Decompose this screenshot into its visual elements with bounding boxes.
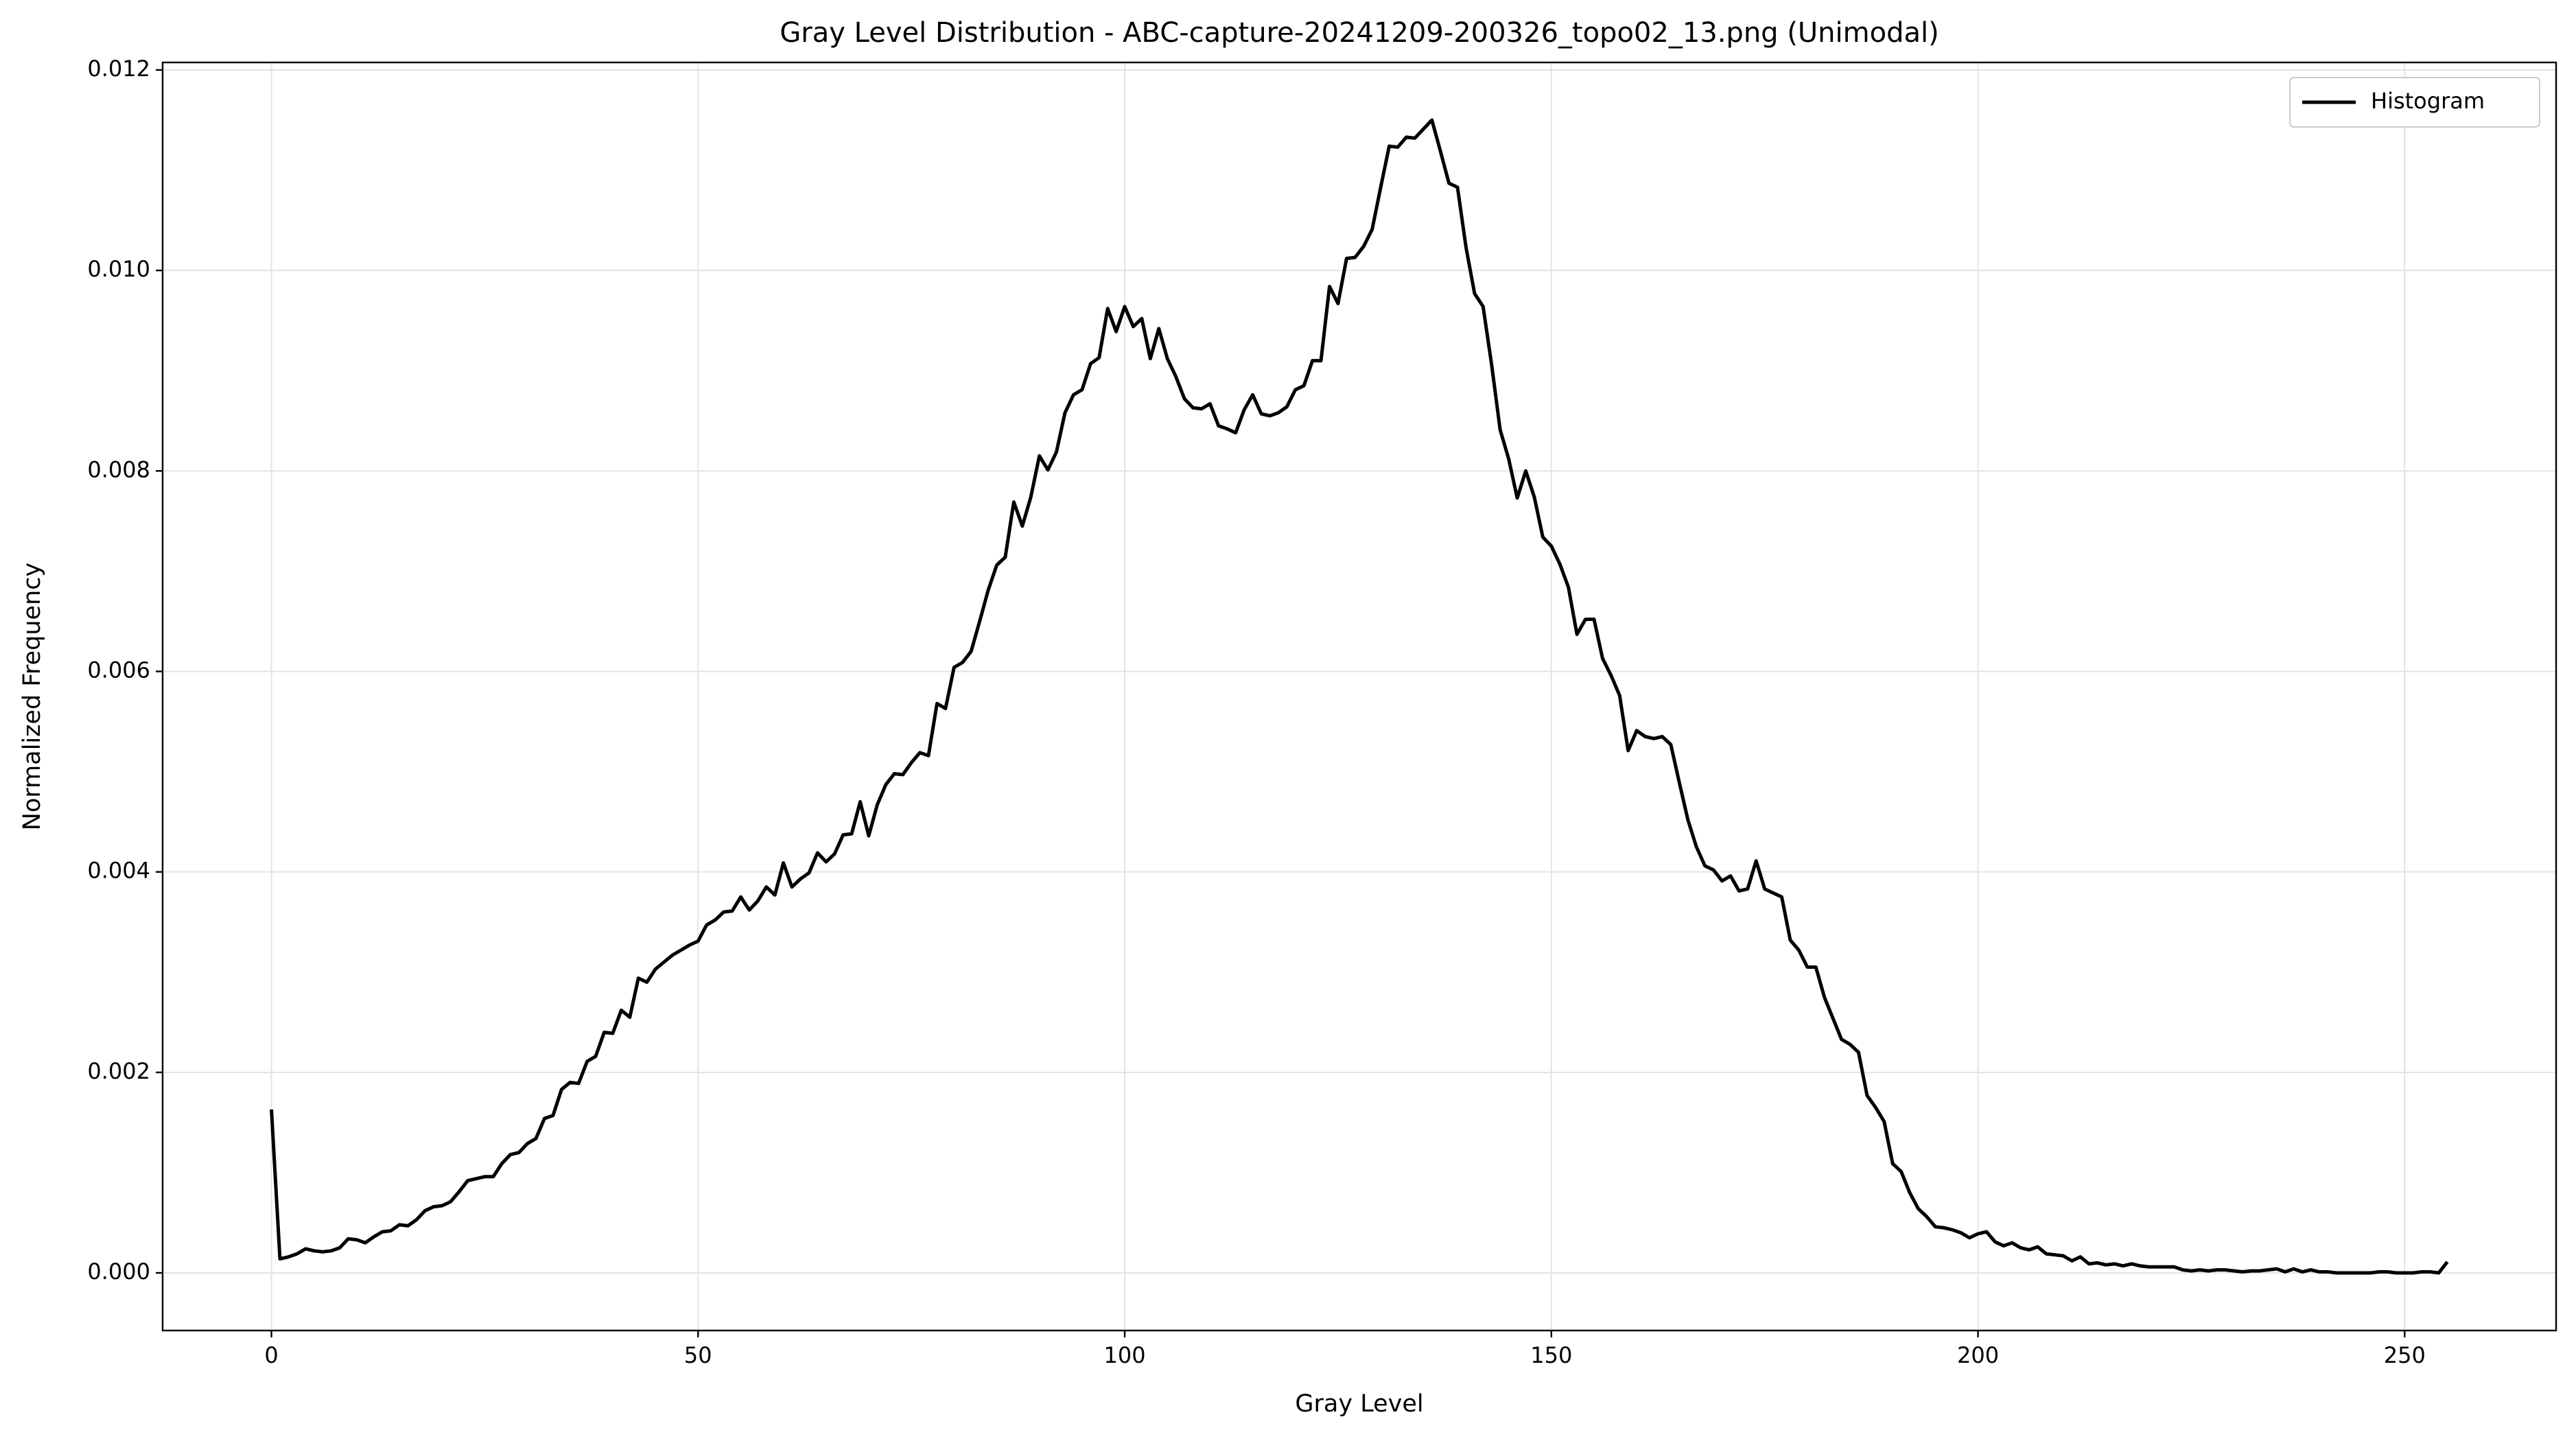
x-tick-label: 200: [1957, 1342, 1999, 1368]
x-tick-label: 50: [684, 1342, 712, 1368]
y-tick-label: 0.000: [87, 1258, 150, 1285]
y-tick-label: 0.006: [87, 657, 150, 683]
x-tick-label: 150: [1530, 1342, 1572, 1368]
y-axis-label: Normalized Frequency: [19, 563, 46, 830]
y-tick-label: 0.008: [87, 456, 150, 482]
chart-title: Gray Level Distribution - ABC-capture-20…: [780, 17, 1939, 49]
legend-box: [2289, 77, 2540, 128]
legend-label: Histogram: [2371, 88, 2485, 114]
x-tick-label: 0: [264, 1342, 278, 1368]
plot-frame: [161, 61, 2557, 1332]
y-tick-label: 0.004: [87, 858, 150, 884]
x-axis-label: Gray Level: [1295, 1390, 1423, 1418]
y-tick-label: 0.010: [87, 256, 150, 282]
line-series: [270, 118, 2449, 1275]
y-tick-label: 0.002: [87, 1058, 150, 1084]
x-tick-label: 100: [1104, 1342, 1146, 1368]
x-tick-label: 250: [2384, 1342, 2426, 1368]
y-tick-label: 0.012: [87, 56, 150, 82]
